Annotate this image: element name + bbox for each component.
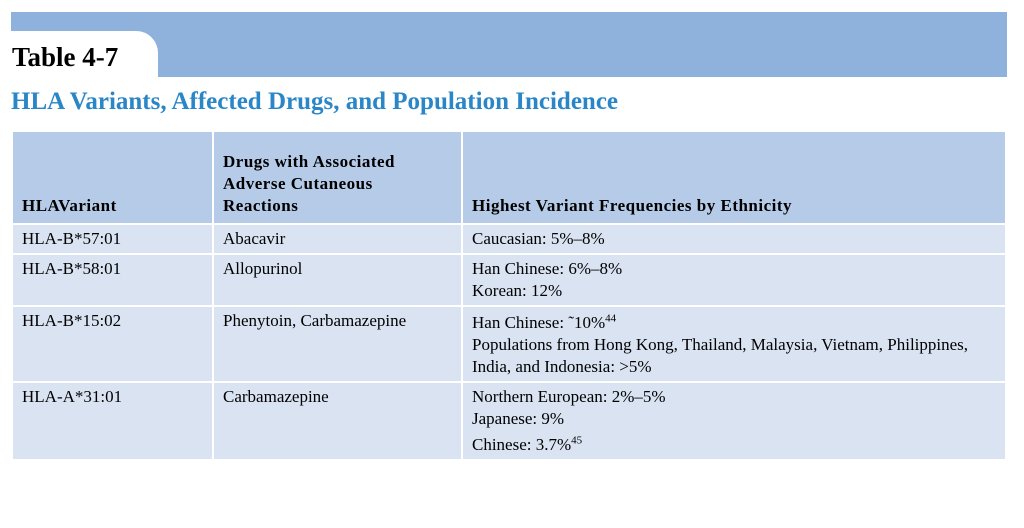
frequency-cell: Caucasian: 5%–8% xyxy=(461,223,1007,255)
drugs-cell: Allopurinol xyxy=(212,253,463,307)
frequency-cell: Han Chinese: ˜10%44 Populations from Hong… xyxy=(461,305,1007,383)
frequency-text: Han Chinese: ˜10% xyxy=(472,313,606,332)
frequency-text: Chinese: 3.7% xyxy=(472,435,572,454)
header-row: HLAVariant Drugs with Associated Adverse… xyxy=(11,130,1007,225)
table-row: HLA-B*15:02 Phenytoin, Carbamazepine Han C… xyxy=(11,305,1007,383)
table-row: HLA-B*58:01 Allopurinol Han Chinese: 6%–8%… xyxy=(11,253,1007,307)
frequency-line: Caucasian: 5%–8% xyxy=(472,228,996,250)
variant-cell: HLA-B*58:01 xyxy=(11,253,214,307)
variant-cell: HLA-B*15:02 xyxy=(11,305,214,383)
frequency-text: Populations from Hong Kong, Thailand, Ma… xyxy=(472,335,969,376)
drugs-cell: Carbamazepine xyxy=(212,381,463,461)
frequency-text: Japanese: 9% xyxy=(472,409,565,428)
frequency-line: Han Chinese: 6%–8% xyxy=(472,258,996,280)
citation-superscript: 45 xyxy=(571,434,583,447)
frequency-line: Korean: 12% xyxy=(472,280,996,302)
frequency-cell: Han Chinese: 6%–8% Korean: 12% xyxy=(461,253,1007,307)
drugs-cell: Abacavir xyxy=(212,223,463,255)
table-label-tab xyxy=(11,31,158,77)
frequency-text: Northern European: 2%–5% xyxy=(472,387,666,406)
variant-cell: HLA-A*31:01 xyxy=(11,381,214,461)
table-row: HLA-B*57:01 Abacavir Caucasian: 5%–8% xyxy=(11,223,1007,255)
header-banner xyxy=(11,12,1007,77)
hla-table: HLAVariant Drugs with Associated Adverse… xyxy=(11,130,1007,461)
frequency-text: Korean: 12% xyxy=(472,281,563,300)
frequency-line: Northern European: 2%–5% xyxy=(472,386,996,408)
table-row: HLA-A*31:01 Carbamazepine Northern Europea… xyxy=(11,381,1007,461)
frequency-line: Japanese: 9% xyxy=(472,408,996,430)
drugs-cell: Phenytoin, Carbamazepine xyxy=(212,305,463,383)
table-number: Table 4-7 xyxy=(12,42,119,72)
table-title: HLA Variants, Affected Drugs, and Popula… xyxy=(11,88,619,115)
frequency-text: Caucasian: 5%–8% xyxy=(472,229,605,248)
header-variant: HLAVariant xyxy=(11,130,214,225)
frequency-line: Han Chinese: ˜10%44 xyxy=(472,312,996,334)
variant-cell: HLA-B*57:01 xyxy=(11,223,214,255)
frequency-line: Populations from Hong Kong, Thailand, Ma… xyxy=(472,334,996,378)
frequency-text: Han Chinese: 6%–8% xyxy=(472,259,623,278)
header-drugs: Drugs with Associated Adverse Cutaneous … xyxy=(212,130,463,225)
header-frequencies: Highest Variant Frequencies by Ethnicity xyxy=(461,130,1007,225)
frequency-line: Chinese: 3.7%45 xyxy=(472,434,996,456)
frequency-cell: Northern European: 2%–5% Japanese: 9% Chin… xyxy=(461,381,1007,461)
citation-superscript: 44 xyxy=(605,312,617,325)
